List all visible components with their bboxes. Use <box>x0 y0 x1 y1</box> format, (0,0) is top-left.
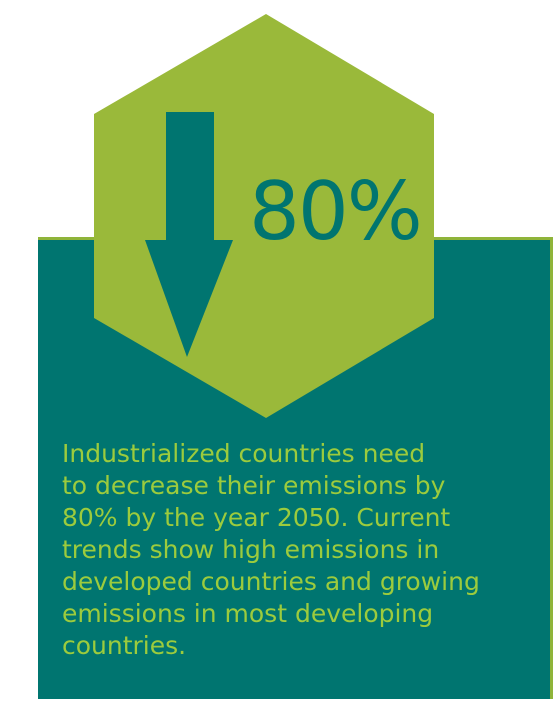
description-line: countries. <box>62 631 187 660</box>
description-line: to decrease their emissions by <box>62 471 446 500</box>
description-line: developed countries and growing <box>62 567 480 596</box>
percent-value: 80% <box>249 165 423 258</box>
description-text: Industrialized countries need to decreas… <box>62 438 542 662</box>
description-line: emissions in most developing <box>62 599 434 628</box>
description-line: Industrialized countries need <box>62 439 426 468</box>
arrow-down-icon <box>145 112 233 357</box>
description-line: trends show high emissions in <box>62 535 440 564</box>
description-line: 80% by the year 2050. Current <box>62 503 451 532</box>
